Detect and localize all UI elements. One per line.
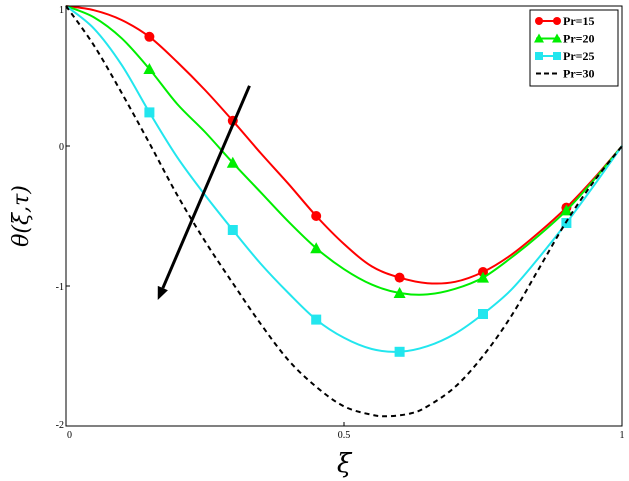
data-point bbox=[477, 271, 489, 283]
legend-item: Pr=20 bbox=[534, 32, 595, 46]
y-axis-label: θ(ξ,τ) bbox=[9, 185, 34, 247]
data-point bbox=[535, 52, 543, 60]
series-line bbox=[65, 5, 623, 418]
legend-item: Pr=25 bbox=[535, 49, 595, 63]
legend-label: Pr=15 bbox=[563, 14, 595, 28]
legend-item: Pr=15 bbox=[535, 14, 595, 28]
plot-area bbox=[65, 5, 623, 418]
data-point bbox=[553, 17, 561, 25]
data-point bbox=[227, 225, 238, 235]
axis-ticks: 0 0.5 1 1 0 -1 -2 bbox=[56, 5, 625, 441]
legend-label: Pr=30 bbox=[563, 67, 595, 81]
legend-label: Pr=20 bbox=[563, 32, 595, 46]
data-point bbox=[552, 33, 562, 43]
data-point bbox=[226, 156, 239, 168]
series-line bbox=[65, 5, 623, 285]
x-tick-label: 0 bbox=[67, 430, 72, 441]
y-tick-label: 1 bbox=[59, 5, 64, 16]
data-point bbox=[311, 314, 322, 325]
data-point bbox=[553, 52, 561, 60]
series-pr-20 bbox=[65, 5, 623, 298]
x-tick-label: 1 bbox=[620, 430, 625, 441]
data-point bbox=[394, 346, 405, 357]
data-point bbox=[534, 33, 544, 43]
data-point bbox=[144, 107, 155, 118]
x-axis-label: ξ bbox=[337, 449, 353, 479]
legend-item: Pr=30 bbox=[536, 67, 595, 81]
y-tick-label: -2 bbox=[56, 420, 64, 431]
data-point bbox=[560, 204, 573, 216]
data-point bbox=[478, 309, 488, 319]
data-point bbox=[310, 242, 323, 254]
y-tick-label: -1 bbox=[56, 282, 64, 293]
data-point bbox=[144, 31, 155, 42]
series-line bbox=[65, 5, 623, 353]
data-point bbox=[311, 211, 322, 221]
trend-arrow bbox=[157, 85, 251, 300]
series-line bbox=[65, 5, 623, 296]
legend-label: Pr=25 bbox=[563, 49, 595, 63]
y-tick-label: 0 bbox=[59, 142, 64, 153]
data-point bbox=[143, 63, 156, 74]
data-point bbox=[394, 272, 405, 283]
x-tick-label: 0.5 bbox=[338, 430, 351, 441]
series-pr-30 bbox=[65, 5, 623, 418]
series-pr-15 bbox=[65, 5, 623, 285]
data-point bbox=[535, 17, 543, 25]
legend: Pr=15 Pr=20 Pr=25 Pr=30 bbox=[529, 9, 619, 87]
data-point bbox=[393, 287, 406, 298]
